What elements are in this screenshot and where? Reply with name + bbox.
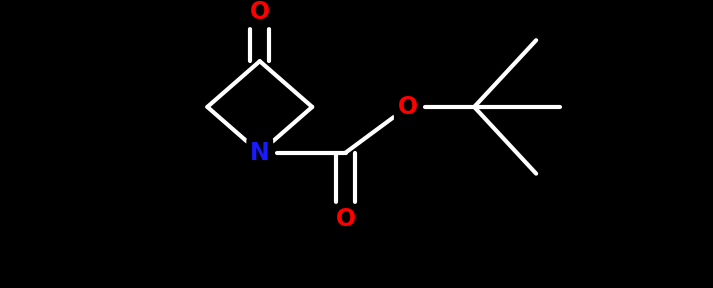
- Text: O: O: [336, 207, 356, 231]
- Text: N: N: [250, 141, 270, 165]
- Text: O: O: [397, 95, 418, 119]
- Text: O: O: [250, 0, 270, 24]
